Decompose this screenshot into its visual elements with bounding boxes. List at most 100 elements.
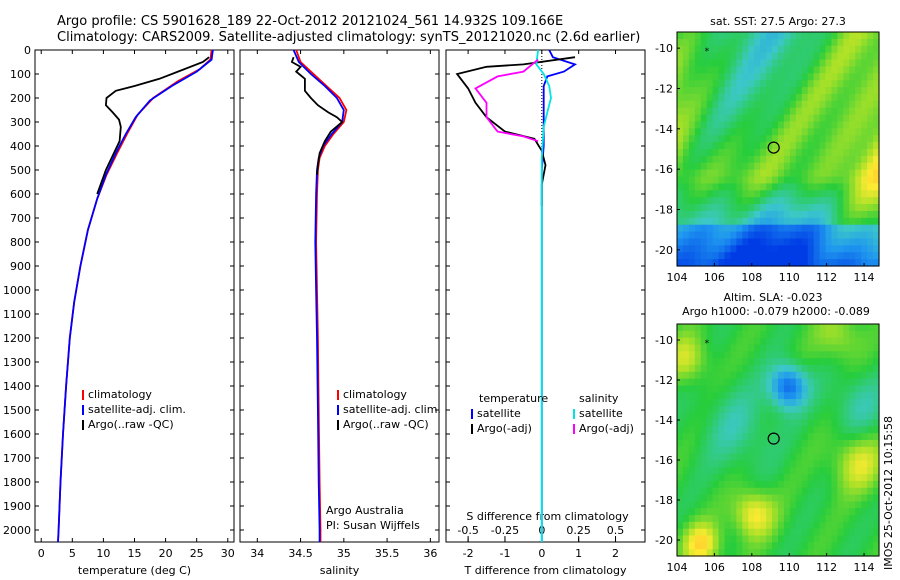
heatmap-cell — [766, 59, 773, 68]
heatmap-cell — [718, 231, 726, 240]
heatmap-cell — [873, 162, 880, 171]
heatmap-cell — [855, 337, 862, 346]
heatmap-cell — [754, 480, 761, 489]
heatmap-cell — [867, 231, 874, 240]
heatmap-cell — [688, 128, 696, 136]
heatmap-cell — [819, 238, 827, 246]
heatmap-cell — [736, 487, 743, 496]
heatmap-cell — [789, 535, 797, 543]
heatmap-cell — [783, 128, 791, 136]
heatmap-cell — [801, 210, 809, 219]
heatmap-cell — [736, 528, 743, 537]
legend-label: Argo(-adj) — [579, 422, 634, 435]
heatmap-cell — [801, 467, 809, 475]
heatmap-cell — [849, 405, 856, 414]
heatmap-cell — [807, 252, 815, 260]
heatmap-cell — [772, 392, 779, 400]
heatmap-cell — [819, 217, 827, 226]
heatmap-cell — [718, 245, 726, 253]
heatmap-cell — [772, 190, 779, 198]
heatmap-cell — [825, 515, 833, 523]
heatmap-cell — [873, 474, 880, 482]
heatmap-cell — [867, 52, 874, 61]
heatmap-cell — [742, 162, 749, 171]
map-x-tick-label: 108 — [741, 271, 762, 284]
heatmap-cell — [742, 487, 749, 496]
heatmap-cell — [873, 528, 880, 537]
heatmap-cell — [831, 371, 839, 380]
heatmap-cell — [677, 114, 684, 123]
heatmap-cell — [861, 197, 868, 205]
heatmap-cell — [795, 446, 803, 455]
heatmap-cell — [789, 330, 797, 339]
heatmap-cell — [789, 259, 797, 267]
heatmap-cell — [730, 412, 738, 421]
heatmap-cell — [837, 66, 844, 74]
heatmap-cell — [694, 210, 702, 219]
heatmap-cell — [795, 433, 803, 441]
heatmap-cell — [837, 446, 844, 455]
heatmap-cell — [801, 259, 809, 267]
heatmap-cell — [855, 231, 862, 240]
heatmap-cell — [867, 542, 874, 550]
heatmap-cell — [831, 351, 839, 359]
heatmap-cell — [742, 38, 749, 47]
heatmap-cell — [688, 142, 696, 150]
heatmap-cell — [795, 162, 803, 171]
heatmap-cell — [760, 378, 767, 387]
heatmap-cell — [677, 351, 684, 359]
heatmap-cell — [724, 515, 732, 523]
heatmap-cell — [706, 508, 714, 516]
heatmap-cell — [783, 378, 791, 387]
heatmap-cell — [795, 245, 803, 253]
heatmap-cell — [789, 45, 797, 54]
heatmap-cell — [718, 238, 726, 246]
heatmap-cell — [700, 433, 708, 441]
heatmap-cell — [730, 330, 738, 339]
heatmap-cell — [772, 344, 779, 352]
heatmap-cell — [795, 549, 803, 557]
heatmap-cell — [748, 231, 755, 240]
heatmap-cell — [849, 45, 856, 54]
heatmap-cell — [742, 190, 749, 198]
heatmap-cell — [748, 38, 755, 47]
heatmap-cell — [772, 169, 779, 178]
heatmap-cell — [867, 446, 874, 455]
heatmap-cell — [801, 197, 809, 205]
heatmap-cell — [783, 217, 791, 226]
heatmap-cell — [724, 259, 732, 267]
heatmap-cell — [783, 508, 791, 516]
heatmap-cell — [819, 453, 827, 462]
heatmap-cell — [736, 467, 743, 475]
heatmap-cell — [819, 364, 827, 373]
heatmap-cell — [730, 245, 738, 253]
heatmap-cell — [825, 38, 833, 47]
heatmap-cell — [795, 183, 803, 191]
y-tick-label: 1200 — [3, 332, 31, 345]
heatmap-cell — [700, 324, 708, 332]
heatmap-cell — [819, 440, 827, 448]
heatmap-cell — [861, 32, 868, 40]
heatmap-cell — [754, 142, 761, 150]
heatmap-cell — [730, 501, 738, 509]
heatmap-cell — [783, 453, 791, 462]
heatmap-cell — [724, 487, 732, 496]
heatmap-cell — [760, 155, 767, 164]
y-tick-label: 400 — [10, 140, 31, 153]
heatmap-cell — [712, 114, 720, 123]
heatmap-cell — [837, 259, 844, 267]
heatmap-cell — [754, 508, 761, 516]
heatmap-cell — [831, 440, 839, 448]
heatmap-cell — [795, 480, 803, 489]
heatmap-cell — [724, 135, 732, 143]
heatmap-cell — [766, 324, 773, 332]
heatmap-cell — [813, 453, 821, 462]
heatmap-cell — [789, 149, 797, 157]
heatmap-cell — [724, 378, 732, 387]
heatmap-cell — [748, 73, 755, 81]
heatmap-cell — [772, 183, 779, 191]
heatmap-cell — [706, 419, 714, 427]
heatmap-cell — [807, 45, 815, 54]
heatmap-cell — [795, 405, 803, 414]
heatmap-cell — [795, 351, 803, 359]
